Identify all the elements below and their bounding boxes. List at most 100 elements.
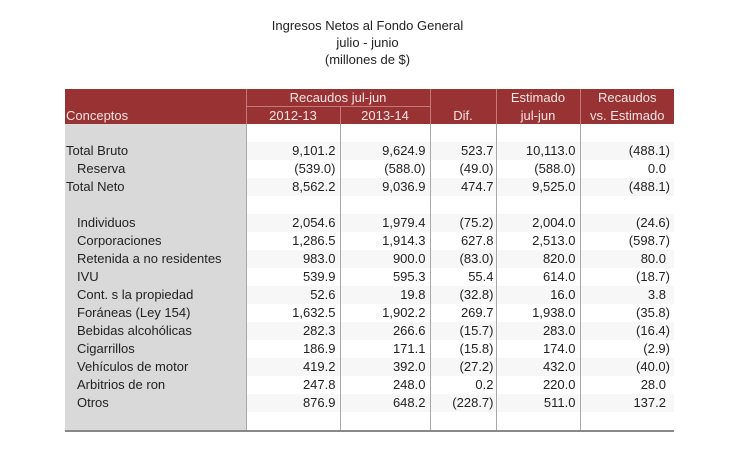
table-row-vehiculos: Vehículos de motor 419.2 392.0 (27.2) 43…: [65, 358, 674, 376]
value-vs-estimado: 0.0: [579, 160, 674, 178]
value-2013-14: 19.8: [339, 286, 430, 304]
value-dif: 269.7: [429, 304, 496, 322]
value-2012-13: 876.9: [245, 394, 340, 412]
value-vs-estimado: (16.4): [579, 322, 674, 340]
row-concept: Corporaciones: [65, 232, 246, 250]
value-2012-13: 247.8: [245, 376, 340, 394]
value-2012-13: 2,054.6: [245, 214, 340, 232]
table-row-retenida: Retenida a no residentes 983.0 900.0 (83…: [65, 250, 674, 268]
header-vs-line1: Recaudos: [579, 89, 674, 107]
value-estimado: 174.0: [495, 340, 580, 358]
value-dif: (75.2): [429, 214, 496, 232]
value-dif: (49.0): [429, 160, 496, 178]
value-estimado: 511.0: [495, 394, 580, 412]
header-year2: 2013-14: [339, 106, 430, 124]
row-concept: Total Neto: [65, 178, 246, 196]
value-estimado: 614.0: [495, 268, 580, 286]
value-dif: 0.2: [429, 376, 496, 394]
value-2013-14: 9,624.9: [339, 142, 430, 160]
value-2012-13: 419.2: [245, 358, 340, 376]
report-title: Ingresos Netos al Fondo General julio - …: [0, 17, 735, 68]
value-vs-estimado: (24.6): [579, 214, 674, 232]
value-vs-estimado: (40.0): [579, 358, 674, 376]
value-2012-13: 1,632.5: [245, 304, 340, 322]
value-2012-13: 1,286.5: [245, 232, 340, 250]
row-concept: IVU: [65, 268, 246, 286]
title-units: (millones de $): [324, 52, 411, 67]
value-2013-14: 1,902.2: [339, 304, 430, 322]
value-2012-13: 52.6: [245, 286, 340, 304]
value-estimado: 220.0: [495, 376, 580, 394]
table-row-reserva: Reserva (539.0) (588.0) (49.0) (588.0) 0…: [65, 160, 674, 178]
row-concept: Total Bruto: [65, 142, 246, 160]
value-2013-14: 1,979.4: [339, 214, 430, 232]
value-estimado: 10,113.0: [495, 142, 580, 160]
row-concept: Cigarrillos: [65, 340, 246, 358]
table-row-propiedad: Cont. s la propiedad 52.6 19.8 (32.8) 16…: [65, 286, 674, 304]
value-2012-13: (539.0): [245, 160, 340, 178]
value-estimado: 2,004.0: [495, 214, 580, 232]
value-dif: (15.7): [429, 322, 496, 340]
row-concept: Otros: [65, 394, 246, 412]
table-row-individuos: Individuos 2,054.6 1,979.4 (75.2) 2,004.…: [65, 214, 674, 232]
row-concept: Arbitrios de ron: [65, 376, 246, 394]
value-vs-estimado: 28.0: [579, 376, 674, 394]
value-2013-14: (588.0): [339, 160, 430, 178]
row-concept: Cont. s la propiedad: [65, 286, 246, 304]
table-row-arbitrios-ron: Arbitrios de ron 247.8 248.0 0.2 220.0 2…: [65, 376, 674, 394]
value-2012-13: 539.9: [245, 268, 340, 286]
value-dif: (32.8): [429, 286, 496, 304]
value-dif: 627.8: [429, 232, 496, 250]
row-concept: Individuos: [65, 214, 246, 232]
value-dif: (228.7): [429, 394, 496, 412]
header-vs-line2: vs. Estimado: [579, 106, 674, 124]
title-main: Ingresos Netos al Fondo General: [271, 18, 464, 33]
spacer-row: [65, 412, 674, 432]
table-row-total-neto: Total Neto 8,562.2 9,036.9 474.7 9,525.0…: [65, 178, 674, 196]
title-period: julio - junio: [336, 35, 399, 50]
value-estimado: 1,938.0: [495, 304, 580, 322]
header-dif: Dif.: [429, 89, 496, 124]
table-row-bebidas: Bebidas alcohólicas 282.3 266.6 (15.7) 2…: [65, 322, 674, 340]
value-estimado: 432.0: [495, 358, 580, 376]
row-concept: Foráneas (Ley 154): [65, 304, 246, 322]
row-concept: Bebidas alcohólicas: [65, 322, 246, 340]
table-row-total-bruto: Total Bruto 9,101.2 9,624.9 523.7 10,113…: [65, 142, 674, 160]
value-vs-estimado: (18.7): [579, 268, 674, 286]
value-vs-estimado: (2.9): [579, 340, 674, 358]
spacer-row: [65, 196, 674, 214]
value-2013-14: 1,914.3: [339, 232, 430, 250]
value-2013-14: 648.2: [339, 394, 430, 412]
row-concept: Vehículos de motor: [65, 358, 246, 376]
value-dif: (27.2): [429, 358, 496, 376]
value-estimado: (588.0): [495, 160, 580, 178]
value-estimado: 16.0: [495, 286, 580, 304]
value-2012-13: 282.3: [245, 322, 340, 340]
value-vs-estimado: (488.1): [579, 142, 674, 160]
header-year1: 2012-13: [245, 106, 340, 124]
table-row-foraneas: Foráneas (Ley 154) 1,632.5 1,902.2 269.7…: [65, 304, 674, 322]
value-2013-14: 9,036.9: [339, 178, 430, 196]
table-row-cigarrillos: Cigarrillos 186.9 171.1 (15.8) 174.0 (2.…: [65, 340, 674, 358]
header-estimado-line1: Estimado: [495, 89, 580, 107]
value-2012-13: 983.0: [245, 250, 340, 268]
value-vs-estimado: (598.7): [579, 232, 674, 250]
table-row-otros: Otros 876.9 648.2 (228.7) 511.0 137.2: [65, 394, 674, 412]
value-2012-13: 8,562.2: [245, 178, 340, 196]
table-row-corporaciones: Corporaciones 1,286.5 1,914.3 627.8 2,51…: [65, 232, 674, 250]
spacer-row: [65, 124, 674, 142]
value-2013-14: 392.0: [339, 358, 430, 376]
value-dif: (15.8): [429, 340, 496, 358]
value-dif: 55.4: [429, 268, 496, 286]
value-estimado: 283.0: [495, 322, 580, 340]
value-vs-estimado: 137.2: [579, 394, 674, 412]
value-2013-14: 266.6: [339, 322, 430, 340]
value-2012-13: 9,101.2: [245, 142, 340, 160]
value-dif: 523.7: [429, 142, 496, 160]
value-estimado: 9,525.0: [495, 178, 580, 196]
value-estimado: 820.0: [495, 250, 580, 268]
value-vs-estimado: (488.1): [579, 178, 674, 196]
value-dif: 474.7: [429, 178, 496, 196]
value-2013-14: 595.3: [339, 268, 430, 286]
value-2013-14: 171.1: [339, 340, 430, 358]
